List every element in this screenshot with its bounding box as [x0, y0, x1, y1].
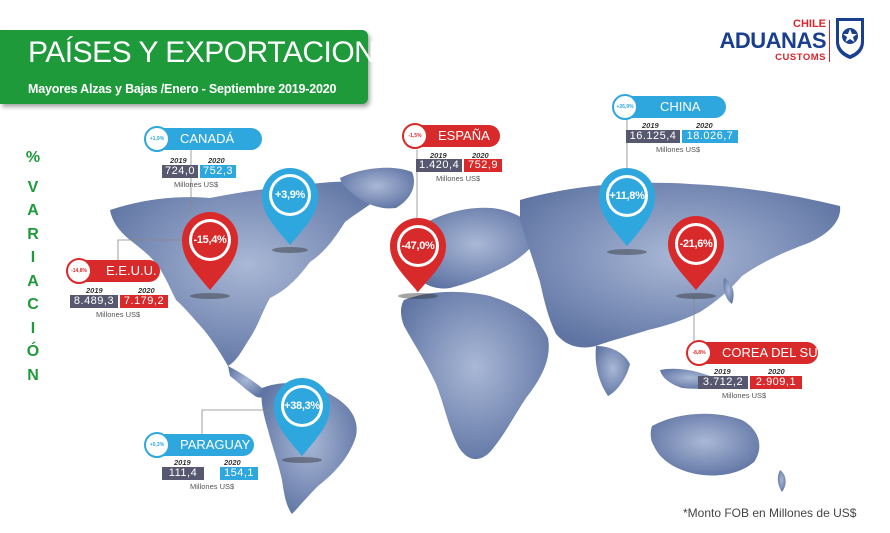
- card-paraguay-2019: 111,4: [162, 467, 204, 480]
- card-corea-year1: 2019: [714, 367, 731, 376]
- card-espana-2020: 752,9: [464, 159, 502, 172]
- card-corea-unit: Millones US$: [722, 391, 767, 400]
- page-subtitle: Mayores Alzas y Bajas /Enero - Septiembr…: [28, 82, 337, 96]
- card-espana-unit: Millones US$: [436, 174, 481, 183]
- card-eeuu-year2: 2020: [138, 286, 155, 295]
- central-america: [228, 366, 265, 398]
- card-china-unit: Millones US$: [656, 145, 701, 154]
- logo-aduanas-text: ADUANAS: [719, 28, 827, 53]
- card-paraguay-title: PARAGUAY: [152, 434, 254, 456]
- pin-canada: [262, 168, 318, 253]
- card-canada-year1: 2019: [170, 156, 187, 165]
- card-espana-title: ESPAÑA: [410, 125, 500, 147]
- card-corea-badge: -8,8%: [686, 340, 712, 366]
- card-paraguay-badge: +0,3%: [144, 432, 170, 458]
- aduanas-logo: CHILE ADUANAS CUSTOMS: [714, 16, 866, 66]
- pin-label-espana: -47,0%: [401, 240, 435, 252]
- japan: [723, 278, 734, 304]
- card-paraguay-year1: 2019: [174, 458, 191, 467]
- card-paraguay-year2: 2020: [224, 458, 241, 467]
- pin-paraguay: [274, 378, 330, 463]
- variation-vertical-label: % V A R I A C I Ó N: [25, 149, 41, 384]
- card-espana-2019: 1.420,4: [416, 159, 462, 172]
- pin-label-eeuu: -15,4%: [193, 234, 227, 246]
- card-eeuu-2019: 8.489,3: [70, 295, 118, 308]
- logo-customs-text: CUSTOMS: [775, 52, 826, 63]
- card-eeuu-badge: -14,8%: [66, 258, 92, 284]
- greenland: [340, 167, 415, 209]
- eeuu-connector: [117, 239, 200, 262]
- europe: [411, 207, 540, 289]
- paraguay-connector: [201, 409, 270, 436]
- card-canada-year2: 2020: [208, 156, 225, 165]
- card-corea-2019: 3.712,2: [698, 376, 748, 389]
- card-china-2020: 18.026,7: [682, 130, 738, 143]
- pin-label-canada: +3,9%: [275, 189, 305, 201]
- pin-eeuu: [181, 211, 238, 299]
- card-espana-year1: 2019: [430, 151, 447, 160]
- pin-label-corea: -21,6%: [679, 238, 713, 250]
- north-america: [110, 181, 385, 366]
- card-china-2019: 16.125,4: [626, 130, 680, 143]
- card-china-year1: 2019: [642, 121, 659, 130]
- new-zealand: [777, 470, 786, 492]
- card-eeuu-year1: 2019: [86, 286, 103, 295]
- australia: [650, 413, 760, 476]
- card-espana-badge: -1,5%: [402, 123, 428, 149]
- card-china-badge: +26,9%: [612, 94, 638, 120]
- title-banner: PAÍSES Y EXPORTACIONES Mayores Alzas y B…: [0, 30, 415, 104]
- pin-label-china: +11,8%: [609, 190, 645, 202]
- card-canada-title: CANADÁ: [152, 128, 262, 150]
- pin-china: [599, 168, 655, 255]
- card-canada-2020: 752,3: [200, 165, 236, 178]
- card-eeuu-2020: 7.179,2: [120, 295, 168, 308]
- logo-separator: [829, 20, 830, 62]
- card-espana-year2: 2020: [472, 151, 489, 160]
- card-canada-2019: 724,0: [162, 165, 198, 178]
- card-paraguay-2020: 154,1: [220, 467, 258, 480]
- card-canada-badge: +1,9%: [144, 126, 170, 152]
- card-china-year2: 2020: [696, 121, 713, 130]
- card-eeuu-unit: Millones US$: [96, 310, 141, 319]
- card-canada-unit: Millones US$: [174, 180, 219, 189]
- card-corea-2020: 2.909,1: [750, 376, 802, 389]
- card-eeuu-title: E.E.U.U.: [74, 260, 160, 282]
- card-china-title: CHINA: [620, 96, 726, 118]
- card-corea-title: COREA DEL SUR: [694, 342, 827, 364]
- pin-espana: [390, 218, 446, 299]
- shield-icon: [836, 18, 864, 59]
- footnote: *Monto FOB en Millones de US$: [683, 506, 857, 520]
- card-corea-year2: 2020: [768, 367, 785, 376]
- logo-chile-text: CHILE: [793, 18, 826, 30]
- pin-label-paraguay: +38,3%: [284, 400, 320, 412]
- pin-corea: [668, 216, 724, 299]
- page-title: PAÍSES Y EXPORTACIONES: [28, 36, 415, 69]
- card-paraguay-unit: Millones US$: [190, 482, 235, 491]
- india: [595, 346, 630, 396]
- africa: [401, 291, 549, 460]
